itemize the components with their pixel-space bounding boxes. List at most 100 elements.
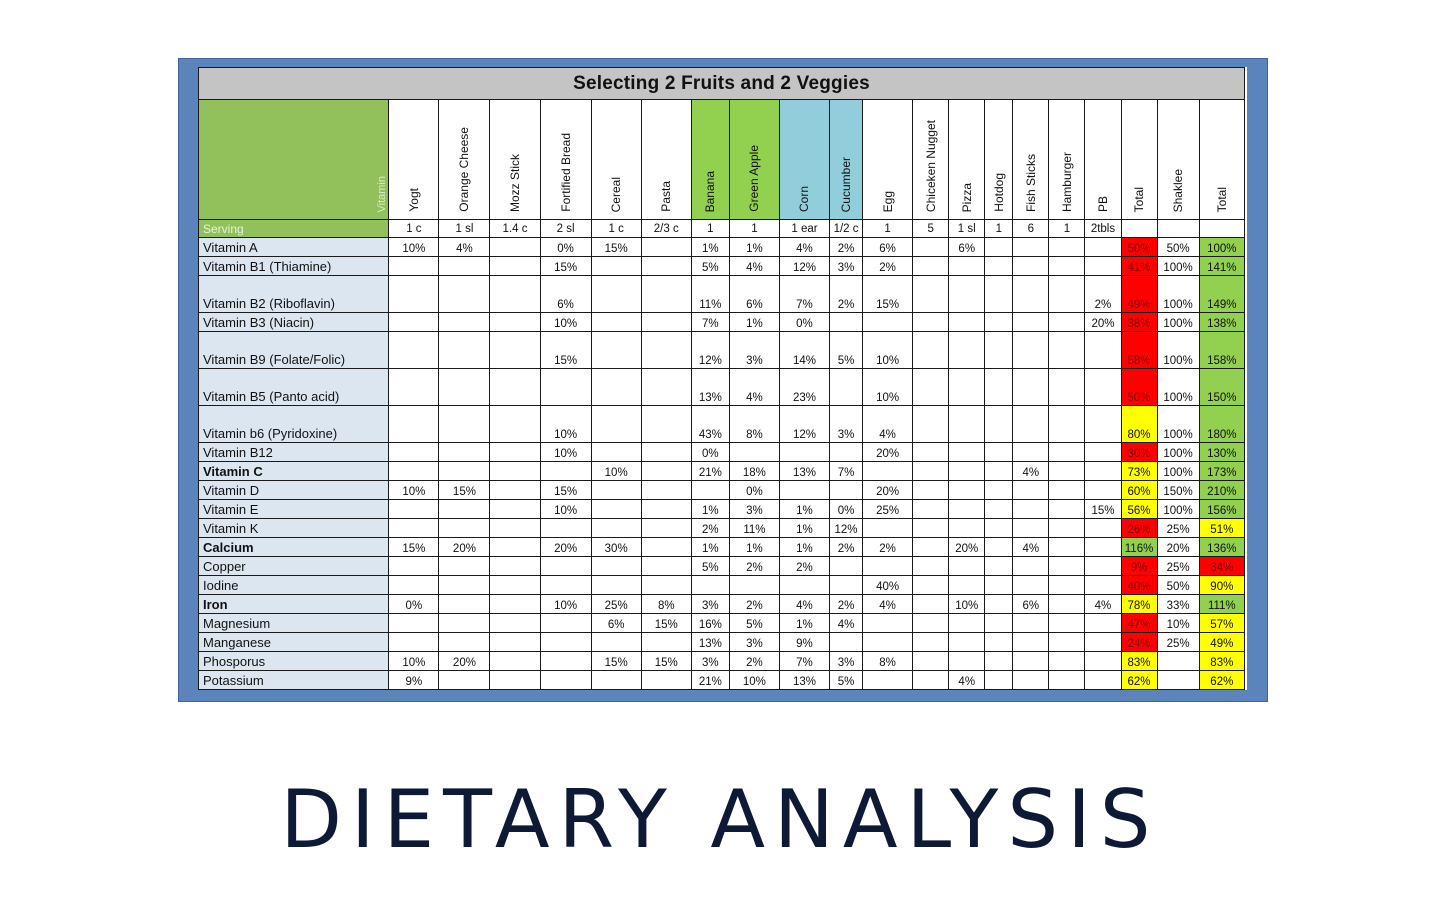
value-cell: 7% <box>778 275 831 313</box>
shaklee-cell: 100% <box>1156 442 1200 462</box>
value-cell: 3% <box>829 651 864 671</box>
value-cell: 10% <box>539 442 592 462</box>
value-cell <box>1084 689 1122 690</box>
value-cell <box>438 594 491 614</box>
shaklee-cell: 100% <box>1156 499 1200 519</box>
table-title: Selecting 2 Fruits and 2 Veggies <box>198 67 1245 100</box>
value-cell <box>984 670 1014 690</box>
value-cell <box>489 256 541 276</box>
value-cell: 25% <box>590 689 642 690</box>
value-cell: 0% <box>539 237 592 257</box>
food-total-cell: 78% <box>1120 594 1158 614</box>
value-cell <box>1048 368 1086 406</box>
value-cell <box>1048 575 1086 595</box>
grand-total-cell: 173% <box>1198 461 1246 481</box>
value-cell <box>388 461 440 481</box>
value-cell <box>948 368 986 406</box>
value-cell <box>728 575 780 595</box>
value-cell <box>539 368 592 406</box>
value-cell <box>1012 480 1050 500</box>
value-cell <box>388 312 440 332</box>
column-header-label: Pizza <box>959 182 974 212</box>
value-cell: 13% <box>690 368 730 406</box>
table-row: Vitamin D 10% 15% 15% 0% 20% 60% 150% 210% <box>198 480 1246 500</box>
food-total-cell: 46% <box>1120 689 1158 690</box>
value-cell <box>984 405 1014 443</box>
value-cell: 1% <box>778 537 831 557</box>
row-label: Iron <box>198 594 390 614</box>
column-header: Hamburger <box>1048 99 1086 220</box>
food-total-cell: 62% <box>1120 670 1158 690</box>
value-cell <box>438 689 491 690</box>
value-cell <box>948 461 986 481</box>
row-label: Copper <box>198 556 390 576</box>
value-cell <box>438 556 491 576</box>
value-cell <box>862 556 914 576</box>
value-cell <box>640 331 692 369</box>
value-cell: 1% <box>778 499 831 519</box>
value-cell: 3% <box>728 499 780 519</box>
value-cell: 18% <box>728 461 780 481</box>
value-cell <box>539 461 592 481</box>
value-cell <box>948 312 986 332</box>
value-cell <box>829 689 864 690</box>
serving-cell: 1 c <box>388 219 440 238</box>
value-cell <box>388 575 440 595</box>
value-cell <box>489 499 541 519</box>
value-cell: 6% <box>590 613 642 633</box>
value-cell <box>1012 331 1050 369</box>
value-cell <box>912 632 950 652</box>
value-cell: 5% <box>829 331 864 369</box>
serving-cell: 1 c <box>590 219 642 238</box>
value-cell: 7% <box>690 312 730 332</box>
value-cell: 4% <box>778 594 831 614</box>
value-cell <box>590 556 642 576</box>
value-cell <box>912 442 950 462</box>
value-cell <box>948 331 986 369</box>
value-cell <box>590 256 642 276</box>
serving-cell <box>1198 219 1246 238</box>
grand-total-cell: 90% <box>1198 575 1246 595</box>
value-cell <box>1048 461 1086 481</box>
value-cell <box>489 651 541 671</box>
value-cell <box>590 312 642 332</box>
grand-total-cell: 57% <box>1198 613 1246 633</box>
value-cell <box>590 518 642 538</box>
value-cell <box>912 556 950 576</box>
value-cell: 8% <box>728 405 780 443</box>
value-cell <box>1048 689 1086 690</box>
value-cell <box>948 613 986 633</box>
column-header-label: Total <box>1132 186 1147 212</box>
value-cell <box>489 594 541 614</box>
value-cell <box>590 499 642 519</box>
value-cell: 3% <box>728 632 780 652</box>
value-cell <box>1012 632 1050 652</box>
column-header-label: Total <box>1214 186 1229 212</box>
value-cell: 16% <box>690 613 730 633</box>
grand-total-cell: 158% <box>1198 331 1246 369</box>
table-row: Zinc 10%25% 2%1%5% 4% 46%33%79% <box>198 689 1246 690</box>
value-cell <box>640 537 692 557</box>
value-cell: 10% <box>948 594 986 614</box>
value-cell: 15% <box>1084 499 1122 519</box>
value-cell <box>912 537 950 557</box>
value-cell <box>1084 670 1122 690</box>
value-cell <box>984 594 1014 614</box>
shaklee-cell: 25% <box>1156 556 1200 576</box>
value-cell: 4% <box>778 237 831 257</box>
value-cell <box>438 256 491 276</box>
value-cell <box>912 331 950 369</box>
value-cell: 15% <box>862 275 914 313</box>
value-cell <box>912 670 950 690</box>
value-cell <box>539 556 592 576</box>
value-cell: 2% <box>829 594 864 614</box>
value-cell <box>438 518 491 538</box>
value-cell: 10% <box>388 237 440 257</box>
grand-total-cell: 136% <box>1198 537 1246 557</box>
value-cell: 1% <box>728 237 780 257</box>
row-label: Vitamin B5 (Panto acid) <box>198 368 390 406</box>
row-label: Vitamin C <box>198 461 390 481</box>
value-cell <box>489 537 541 557</box>
column-header-label: Pasta <box>659 181 674 212</box>
value-cell <box>1012 256 1050 276</box>
